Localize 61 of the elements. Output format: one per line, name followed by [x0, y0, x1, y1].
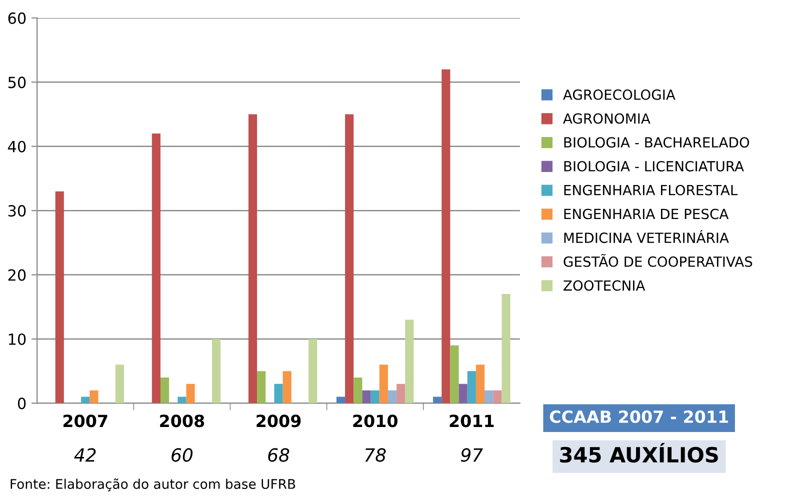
y-tick-label: 50 [8, 76, 26, 88]
text: 78 [365, 448, 386, 462]
bar [370, 390, 380, 404]
bar [178, 396, 186, 404]
bar [442, 69, 450, 404]
text: CCAAB 2007 - 2011 [550, 410, 728, 423]
bar [257, 371, 266, 404]
bar [354, 378, 362, 404]
bar [458, 384, 468, 404]
bar [336, 396, 346, 404]
bar [379, 364, 388, 404]
bar [405, 320, 414, 404]
bar [81, 396, 90, 404]
legend-label: ZOOTECNIA [564, 280, 646, 291]
bar [212, 338, 221, 404]
y-tick-label: 10 [8, 333, 26, 346]
source-note: Fonte: Elaboração do autor com base UFRB [10, 478, 296, 492]
x-tick-label: 2008 [160, 414, 204, 428]
bar [55, 191, 64, 404]
bar [186, 384, 195, 404]
legend-label: MEDICINA VETERINÁRIA [564, 230, 729, 244]
legend-label: ENGENHARIA DE PESCA [564, 208, 729, 220]
bar [152, 134, 160, 404]
bar [274, 384, 283, 404]
text: 60 [172, 448, 193, 462]
text: 42 [74, 448, 96, 462]
x-tick-label: 2011 [450, 414, 494, 428]
y-tick-label: 60 [8, 12, 26, 24]
legend-label: BIOLOGIA - LICENCIATURA [564, 160, 744, 172]
x-tick-label: 2010 [353, 414, 398, 428]
x-tick-label: 2007 [63, 414, 108, 428]
legend-label: ENGENHARIA FLORESTAL [564, 184, 738, 196]
y-tick-label: 20 [8, 269, 26, 281]
y-tick-label: 0 [18, 398, 26, 410]
bar [396, 384, 406, 404]
x-tick-label: 2009 [256, 414, 301, 428]
bar [450, 345, 459, 404]
legend-label: BIOLOGIA - BACHARELADO [564, 137, 750, 148]
legend-label: AGRONOMIA [563, 113, 650, 124]
bar [493, 390, 502, 404]
bar [476, 364, 485, 404]
bar [345, 114, 354, 404]
text: 345 AUXÍLIOS [560, 443, 718, 463]
y-tick-label: 30 [8, 205, 26, 217]
bar [308, 338, 318, 404]
bar [282, 371, 292, 404]
bar [502, 294, 510, 404]
bar [160, 378, 170, 404]
text: 68 [268, 448, 290, 462]
bar [248, 114, 258, 404]
bar [115, 364, 124, 404]
bar [433, 396, 442, 404]
bar [90, 390, 98, 404]
legend-label: AGROECOLOGIA [563, 89, 676, 100]
bar [467, 371, 476, 404]
bar [388, 390, 397, 404]
text: 97 [460, 448, 483, 462]
bar [484, 390, 494, 404]
bar [362, 390, 371, 404]
y-tick-label: 40 [8, 140, 26, 152]
legend-label: GESTÃO DE COOPERATIVAS [564, 254, 752, 267]
